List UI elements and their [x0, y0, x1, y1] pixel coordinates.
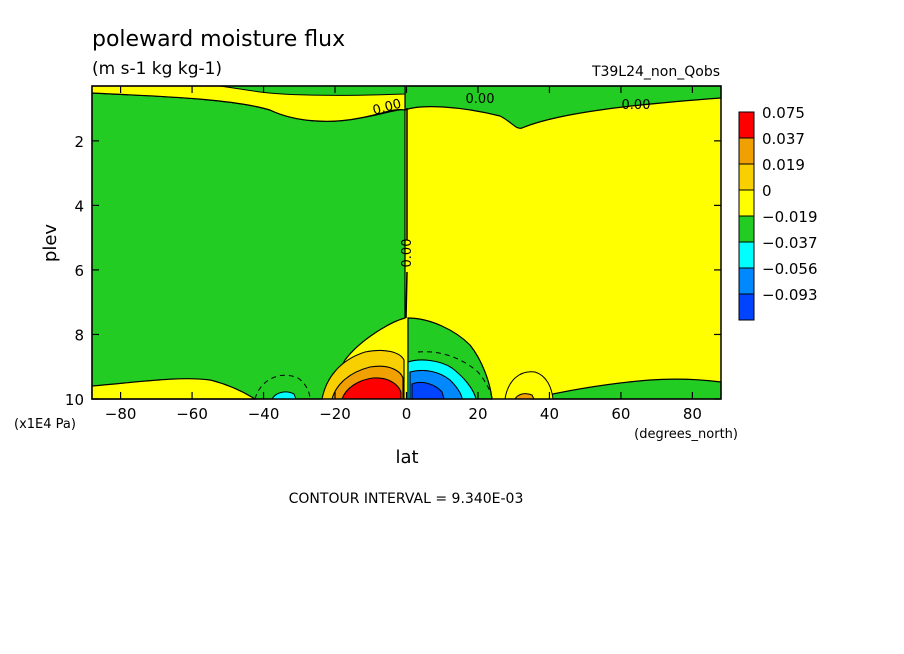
- eq-positive-strong: [341, 377, 402, 400]
- nh-subtropical-positive: [504, 371, 554, 400]
- legend-swatch: [738, 267, 755, 295]
- dashed-contour-nh: [417, 351, 493, 400]
- legend-swatch: [738, 241, 755, 269]
- nh-surface-orange: [514, 393, 535, 400]
- y-tick-label: 4: [74, 197, 84, 215]
- top-negative-strip: [219, 85, 406, 96]
- x-axis-units: (degrees_north): [634, 427, 738, 442]
- x-tick-label: 80: [683, 405, 702, 423]
- x-tick-label: −40: [248, 405, 280, 423]
- legend-swatch: [738, 163, 755, 191]
- eq-negative-strong: [411, 381, 445, 400]
- legend-label: 0: [762, 182, 772, 200]
- x-tick-label: 0: [402, 405, 412, 423]
- legend-label: 0.037: [762, 130, 805, 148]
- legend-swatch: [738, 111, 755, 139]
- contour-label: 0.00: [400, 239, 415, 268]
- sh-surface-positive: [91, 378, 258, 400]
- y-tick-label: 2: [74, 133, 84, 151]
- legend-label: 0.019: [762, 156, 805, 174]
- x-tick-label: 20: [468, 405, 487, 423]
- legend-label: 0.075: [762, 104, 805, 122]
- sh-subtropical-negative: [271, 391, 297, 400]
- x-tick-label: −20: [319, 405, 351, 423]
- legend: 0.075 0.037 0.019 0 −0.019 −0.037 −0.056 −0.093: [738, 104, 818, 321]
- y-tick-label: 6: [74, 262, 84, 280]
- y-axis: 2 4 6 8 10: [65, 133, 721, 409]
- chart-title: poleward moisture flux: [92, 27, 345, 52]
- legend-label: −0.093: [762, 286, 818, 304]
- nh-top-negative: [404, 85, 722, 129]
- legend-label: −0.056: [762, 260, 818, 278]
- contour-label: 0.00: [622, 98, 651, 113]
- legend-label: −0.019: [762, 208, 818, 226]
- legend-swatch: [738, 293, 755, 321]
- x-tick-label: 60: [611, 405, 630, 423]
- x-tick-label: 40: [540, 405, 559, 423]
- legend-swatch: [738, 189, 755, 217]
- plot-area: 0.00 0.00 0.00 0.00: [91, 85, 722, 400]
- contour-label: 0.00: [371, 97, 403, 119]
- x-axis-label: lat: [395, 447, 418, 468]
- y-axis-units: (x1E4 Pa): [14, 417, 76, 432]
- legend-swatch: [738, 215, 755, 243]
- nh-surface-negative: [529, 378, 722, 400]
- contour-label: 0.00: [466, 92, 495, 107]
- x-axis: −80 −60 −40 −20 0 20 40 60 80: [105, 86, 702, 423]
- zero-contour-equator: [405, 108, 408, 319]
- x-tick-label: −80: [105, 405, 137, 423]
- legend-label: −0.037: [762, 234, 818, 252]
- run-label: T39L24_non_Qobs: [591, 64, 720, 80]
- chart-subtitle: (m s-1 kg kg-1): [92, 59, 222, 79]
- x-tick-label: −60: [176, 405, 208, 423]
- dashed-contour-sh: [254, 374, 311, 400]
- y-tick-label: 8: [74, 326, 84, 344]
- legend-swatch: [738, 137, 755, 165]
- y-tick-label: 10: [65, 391, 84, 409]
- contour-interval: CONTOUR INTERVAL = 9.340E-03: [289, 491, 524, 507]
- y-axis-label: plev: [40, 224, 61, 263]
